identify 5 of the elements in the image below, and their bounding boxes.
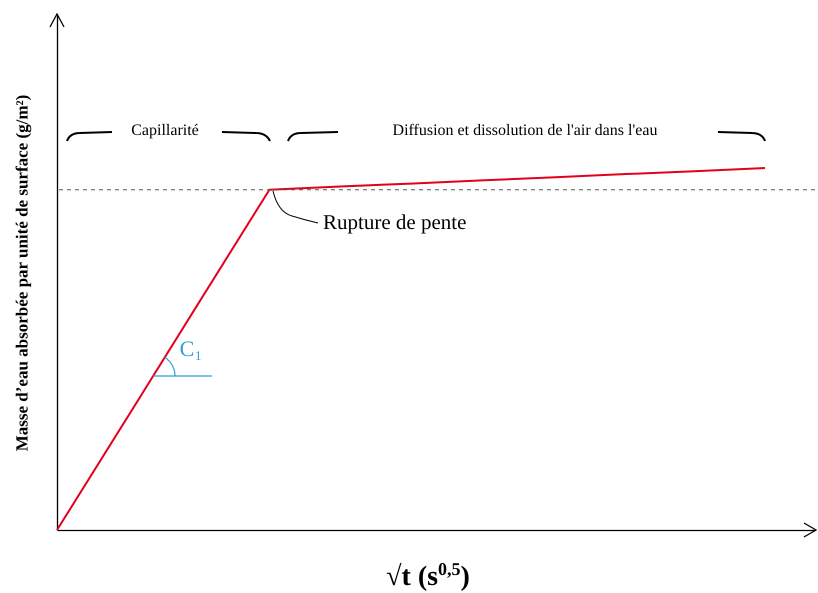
- text: Capillarité: [131, 122, 199, 139]
- y-axis-title: Masse d’eau absorbée par unité de surface (g/m²): [12, 94, 32, 452]
- x-axis-title: √t (s$^{0,5}$): [386, 559, 470, 592]
- text: Diffusion et dissolution de l'air dans l'eau: [392, 122, 658, 139]
- annotation: Rupture de pente: [323, 210, 466, 234]
